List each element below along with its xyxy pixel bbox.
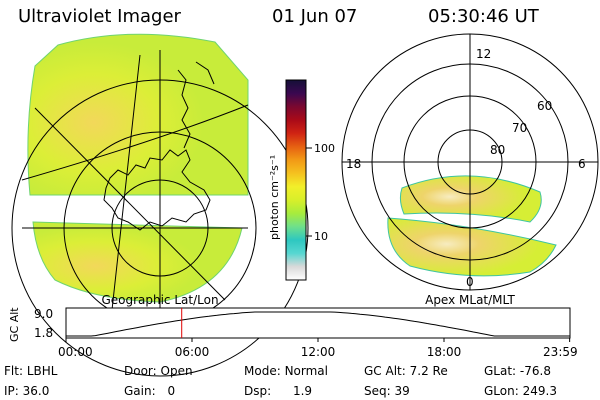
- colorbar-tick-10: 10: [314, 230, 328, 243]
- colorbar-tick-100: 100: [314, 142, 335, 155]
- gc-alt-field: GC Alt: 7.2 Re: [364, 364, 448, 378]
- mlat-mlt-image: [341, 33, 599, 291]
- filter-value: LBHL: [26, 364, 58, 378]
- ip-field: IP: 36.0: [4, 384, 50, 398]
- timeline-tick-label: 12:00: [301, 345, 336, 359]
- altitude-curve: [66, 311, 570, 337]
- mlat-grid: [341, 33, 599, 291]
- colorbar: 100 10 photon cm⁻²s⁻¹: [268, 79, 335, 281]
- gain-value: 0: [167, 384, 176, 398]
- date-label: 01 Jun 07: [272, 6, 358, 27]
- coastline: [103, 61, 215, 231]
- timeline-frame: [65, 307, 571, 339]
- timeline-tick-label: 06:00: [175, 345, 210, 359]
- mlat-label-80: 80: [490, 143, 505, 157]
- colorbar-unit: photon cm⁻²s⁻¹: [268, 155, 281, 240]
- instrument-title: Ultraviolet Imager: [18, 6, 181, 27]
- seq-field: Seq: 39: [364, 384, 410, 398]
- gain-field: Gain: 0: [124, 384, 176, 398]
- timeline-tick-label: 18:00: [427, 345, 462, 359]
- glon-value: 249.3: [522, 384, 557, 398]
- ip-value: 36.0: [22, 384, 50, 398]
- timeline-tick-label: 00:00: [58, 345, 93, 359]
- mlat-label-70: 70: [512, 121, 527, 135]
- glat-value: -76.8: [519, 364, 551, 378]
- door-value: Open: [160, 364, 193, 378]
- seq-value: 39: [394, 384, 410, 398]
- timeline-tick-label: 23:59: [543, 345, 578, 359]
- right-panel-caption: Apex MLat/MLT: [425, 293, 515, 307]
- time-label: 05:30:46 UT: [428, 6, 539, 27]
- filter-field: Flt: LBHL: [4, 364, 58, 378]
- colorbar-scale: [285, 79, 307, 281]
- mode-field: Mode: Normal: [244, 364, 328, 378]
- mlt-label-0: 0: [466, 275, 474, 289]
- left-panel-caption: Geographic Lat/Lon: [101, 293, 218, 307]
- dsp-field: Dsp: 1.9: [244, 384, 313, 398]
- timeline-ylabel: GC Alt: [8, 307, 21, 342]
- orbit-timeline: GC Alt 9.0 1.8 00:00 06:00 12:00 18:00 23:59: [8, 307, 578, 359]
- timeline-ymin: 1.8: [34, 326, 53, 340]
- mlt-label-18: 18: [346, 157, 361, 171]
- mlat-label-60: 60: [537, 99, 552, 113]
- timeline-ymax: 9.0: [34, 307, 53, 321]
- dsp-value: 1.9: [292, 384, 313, 398]
- mode-value: Normal: [284, 364, 328, 378]
- gc-alt-value: 7.2 Re: [409, 364, 448, 378]
- glon-field: GLon: 249.3: [484, 384, 557, 398]
- geographic-image: [11, 33, 309, 377]
- mlt-label-6: 6: [578, 157, 586, 171]
- mlt-label-12: 12: [476, 47, 491, 61]
- glat-field: GLat: -76.8: [484, 364, 551, 378]
- door-field: Door: Open: [124, 364, 193, 378]
